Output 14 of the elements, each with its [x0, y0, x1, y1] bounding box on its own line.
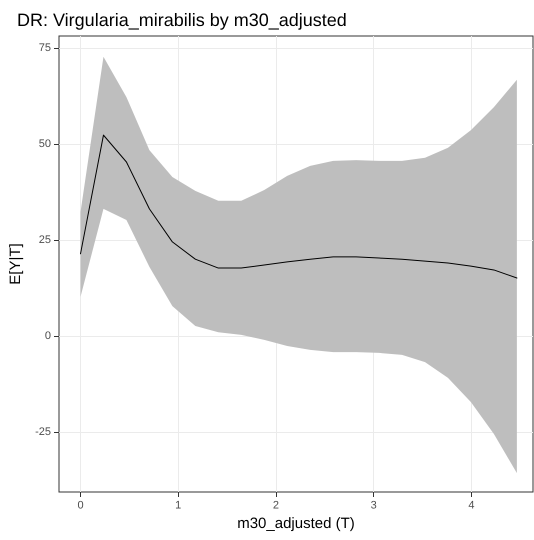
- line-series: [80, 134, 518, 279]
- x-tick-label: 3: [370, 500, 377, 512]
- y-tick-label: 0: [44, 330, 51, 342]
- x-axis-title: m30_adjusted (T): [237, 514, 355, 532]
- x-tick-label: 4: [468, 500, 474, 512]
- x-tick-label: 1: [175, 500, 182, 512]
- y-tick-label: 50: [38, 138, 51, 150]
- y-tick-label: 75: [38, 42, 51, 54]
- y-tick-label: -25: [35, 426, 51, 438]
- y-tick-label: 25: [38, 234, 51, 246]
- x-tick-label: 2: [272, 500, 280, 512]
- chart-title: DR: Virgularia_mirabilis by m30_adjusted: [17, 10, 347, 30]
- y-axis-title: E[Y|T]: [7, 243, 24, 285]
- x-tick-label: 0: [77, 500, 84, 512]
